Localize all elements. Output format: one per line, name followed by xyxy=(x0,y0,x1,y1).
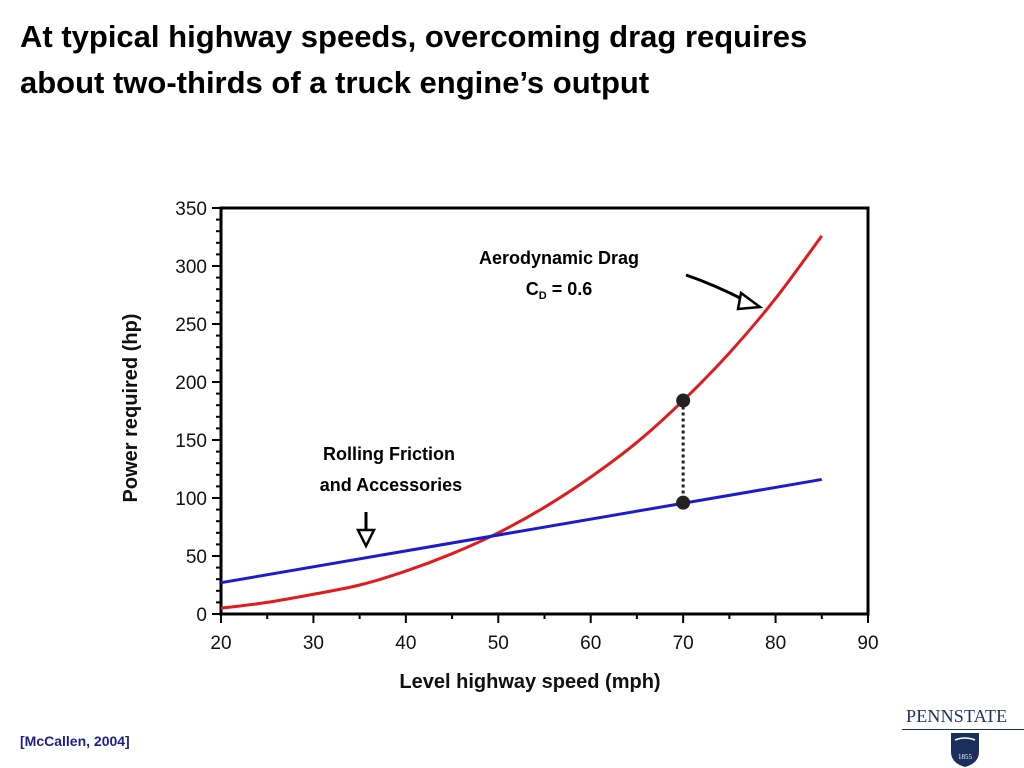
drag-label-line1: Aerodynamic Drag xyxy=(479,248,639,268)
aerodynamic-drag-line xyxy=(220,234,823,610)
x-axis-label: Level highway speed (mph) xyxy=(399,671,660,693)
logo-year: 1855 xyxy=(958,753,973,761)
x-tick-label: 80 xyxy=(765,633,786,654)
x-axis-ticks: 20 30 40 50 60 70 80 90 xyxy=(210,614,879,654)
plot-area xyxy=(219,206,870,616)
title-line-2: about two-thirds of a truck engine’s out… xyxy=(20,65,650,100)
citation: [McCallen, 2004] xyxy=(20,733,130,749)
logo-wordmark: PENNSTATE xyxy=(906,706,1008,726)
rolling-label-line1: Rolling Friction xyxy=(323,444,455,464)
y-tick-label: 200 xyxy=(175,373,207,394)
x-tick-label: 70 xyxy=(673,633,694,654)
y-tick-label: 300 xyxy=(175,257,207,278)
y-tick-label: 0 xyxy=(196,605,207,626)
slide-title: At typical highway speeds, overcoming dr… xyxy=(20,14,980,106)
y-tick-label: 150 xyxy=(175,431,207,452)
title-line-1: At typical highway speeds, overcoming dr… xyxy=(20,19,808,54)
nittany-shield-icon: 1855 xyxy=(951,733,979,767)
drag-label-line2: CD = 0.6 xyxy=(526,279,593,302)
y-tick-label: 50 xyxy=(186,547,207,568)
rolling-arrow xyxy=(355,512,377,549)
marker-layer xyxy=(676,393,691,510)
y-tick-label: 250 xyxy=(175,315,207,336)
drag-label-value: = 0.6 xyxy=(547,279,593,299)
y-axis-ticks: 0 50 100 150 200 250 300 350 xyxy=(175,199,221,626)
series-layer xyxy=(220,234,823,610)
data-marker-point xyxy=(676,393,691,408)
drag-label-subscript: D xyxy=(539,290,547,302)
x-tick-label: 30 xyxy=(303,633,324,654)
x-tick-label: 60 xyxy=(580,633,601,654)
drag-arrow xyxy=(685,273,764,311)
rolling-label-line2: and Accessories xyxy=(320,475,462,495)
y-tick-label: 350 xyxy=(175,199,207,220)
logo-rule xyxy=(902,729,1024,730)
x-tick-label: 40 xyxy=(395,633,416,654)
drag-label-c: C xyxy=(526,279,539,299)
pennstate-logo: PENNSTATE 1855 xyxy=(900,698,1024,768)
y-tick-label: 100 xyxy=(175,489,207,510)
rolling-friction-line xyxy=(220,477,823,585)
x-tick-label: 50 xyxy=(488,633,509,654)
x-tick-label: 20 xyxy=(210,633,231,654)
x-tick-label: 90 xyxy=(857,633,878,654)
data-marker-point xyxy=(676,495,691,510)
y-axis-label: Power required (hp) xyxy=(120,314,142,503)
